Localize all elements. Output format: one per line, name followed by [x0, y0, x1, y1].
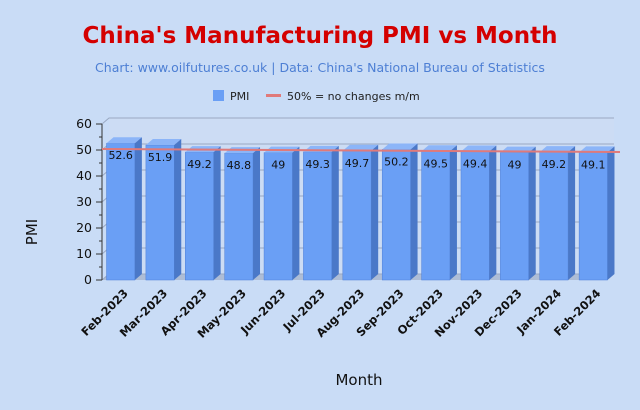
x-axis-label: Month — [335, 371, 382, 389]
bar-data-label: 48.8 — [227, 159, 252, 172]
bar-front — [460, 151, 490, 281]
bar-front — [421, 151, 451, 281]
bar-front — [263, 152, 293, 281]
bar-front — [381, 149, 411, 281]
bar-data-label: 49.5 — [424, 157, 449, 170]
bar-side — [449, 145, 457, 280]
bar-data-label: 52.6 — [108, 149, 133, 162]
bar-data-label: 49.1 — [581, 158, 606, 171]
chart-title: China's Manufacturing PMI vs Month — [83, 23, 558, 49]
bar-front — [224, 152, 254, 281]
bar-top — [460, 145, 497, 152]
bar-front — [539, 151, 569, 281]
bar-data-label: 49.7 — [345, 157, 370, 170]
bar-side — [489, 145, 497, 280]
legend-swatch-pmi — [213, 90, 224, 101]
bar-front — [578, 152, 608, 281]
bar-side — [292, 146, 300, 280]
bar-side — [174, 139, 182, 280]
bar-top — [382, 143, 418, 150]
bar-front — [303, 151, 333, 281]
bar-side — [331, 145, 339, 280]
bar-data-label: 51.9 — [148, 151, 173, 164]
y-tick-label: 40 — [76, 168, 92, 183]
bar-front — [342, 150, 372, 281]
bar-side — [528, 146, 536, 280]
gridline — [101, 117, 614, 125]
bar-side — [607, 146, 615, 280]
bar-top — [106, 137, 142, 144]
bar-front — [500, 152, 529, 281]
bar-front — [145, 144, 175, 281]
bar-data-label: 49 — [508, 159, 522, 172]
plot-area: 010203040506052.6Feb-202351.9Mar-202349.… — [76, 116, 621, 341]
bar-front — [185, 151, 214, 281]
bar-side — [134, 137, 142, 280]
bar-top — [539, 146, 576, 153]
y-tick-label: 60 — [76, 116, 92, 131]
legend: PMI 50% = no changes m/m — [213, 90, 420, 103]
legend-label-baseline: 50% = no changes m/m — [287, 90, 420, 103]
bar-side — [213, 146, 221, 280]
y-axis-label: PMI — [23, 219, 41, 245]
bar-data-label: 49.2 — [187, 158, 212, 171]
bar-side — [253, 147, 261, 280]
y-tick-label: 10 — [76, 246, 92, 261]
chart-subtitle: Chart: www.oilfutures.co.uk | Data: Chin… — [95, 60, 545, 75]
bar-data-label: 49.3 — [305, 158, 330, 171]
bar-side — [371, 144, 379, 280]
legend-label-pmi: PMI — [230, 90, 249, 103]
bar-data-label: 49.4 — [463, 158, 488, 171]
y-tick-label: 20 — [76, 220, 92, 235]
bar-side — [568, 146, 576, 280]
y-tick-label: 50 — [76, 142, 92, 157]
bar-top — [145, 139, 182, 146]
y-tick-label: 0 — [84, 272, 92, 287]
bar-front — [106, 142, 136, 281]
bar-top — [342, 144, 379, 151]
baseline-50-line — [101, 148, 621, 153]
bar-data-label: 49 — [271, 159, 285, 172]
bar-top — [421, 145, 457, 152]
bar-data-label: 50.2 — [384, 155, 409, 168]
bar-side — [410, 143, 418, 280]
y-tick-label: 30 — [76, 194, 92, 209]
bar-data-label: 49.2 — [542, 158, 567, 171]
